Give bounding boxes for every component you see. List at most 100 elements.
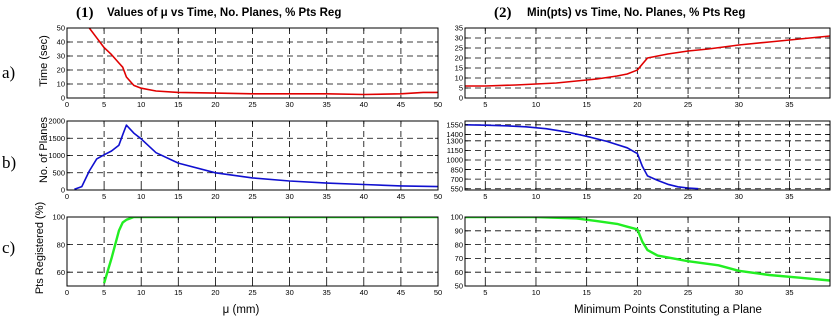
x-tick-label: 0 <box>65 100 69 109</box>
y-tick-label: 0 <box>61 186 65 195</box>
x-tick-label: 35 <box>323 288 331 297</box>
x-tick-label: 45 <box>397 288 405 297</box>
axes-frame-2b <box>464 120 831 191</box>
x-tick-label: 5 <box>102 288 106 297</box>
y-tick-label: 1400 <box>446 130 463 139</box>
x-tick-label: 25 <box>248 100 256 109</box>
y-tick-label: 5 <box>459 84 463 93</box>
y-tick-label: 1000 <box>446 156 463 165</box>
title-right: Min(pts) vs Time, No. Planes, % Pts Reg <box>527 7 745 19</box>
y-tick-label: 100 <box>450 213 463 222</box>
xlabel-mu: μ (mm) <box>223 304 260 316</box>
y-tick-label: 1150 <box>447 146 463 155</box>
xlabel-min-points: Minimum Points Constituting a Plane <box>574 304 762 316</box>
ylabel-time: Time (sec) <box>38 35 50 87</box>
y-tick-label: 60 <box>455 268 463 277</box>
x-tick-label: 50 <box>434 288 442 297</box>
x-tick-label: 5 <box>483 192 487 201</box>
x-tick-label: 20 <box>633 192 641 201</box>
y-tick-label: 30 <box>57 52 65 61</box>
x-tick-label: 20 <box>211 100 219 109</box>
y-tick-label: 0 <box>459 94 463 103</box>
axes-frame-2c <box>464 216 831 287</box>
x-tick-label: 10 <box>532 100 540 109</box>
y-tick-label: 25 <box>455 44 463 53</box>
y-tick-label: 20 <box>455 54 463 63</box>
y-tick-label: 80 <box>57 240 65 249</box>
x-tick-label: 50 <box>434 192 442 201</box>
x-tick-label: 5 <box>483 100 487 109</box>
x-tick-label: 30 <box>735 100 743 109</box>
x-tick-label: 35 <box>323 192 331 201</box>
ylabel-planes: No. of Planes <box>38 116 50 183</box>
y-tick-label: 35 <box>455 24 463 33</box>
x-tick-label: 5 <box>102 100 106 109</box>
x-tick-label: 35 <box>785 192 793 201</box>
x-tick-label: 25 <box>248 192 256 201</box>
y-tick-label: 80 <box>455 240 463 249</box>
ylabel-registered: Pts Registered (%) <box>34 202 46 294</box>
panel-1a: 0 5 10 15 20 25 30 35 40 45 50 0 10 20 30 40 50 <box>57 24 443 109</box>
y-tick-label: 1550 <box>446 121 463 130</box>
panel-2b: 5 10 15 20 25 30 35 550700850100011501300140015… <box>446 120 831 201</box>
x-tick-label: 50 <box>434 100 442 109</box>
series-line-1c <box>102 217 438 284</box>
x-tick-label: 40 <box>360 288 368 297</box>
series-line-1a <box>88 28 438 96</box>
row-label-b: b) <box>2 153 16 172</box>
y-tick-label: 0 <box>61 94 65 103</box>
y-tick-label: 30 <box>455 34 463 43</box>
y-tick-label: 20 <box>57 66 65 75</box>
x-tick-label: 30 <box>735 288 743 297</box>
row-label-c: c) <box>2 238 15 257</box>
panel-1c: 0 5 10 15 20 25 30 35 40 45 50 60 80 100 <box>52 213 442 297</box>
series-line-2c <box>465 217 830 282</box>
y-tick-label: 60 <box>57 268 65 277</box>
x-tick-label: 15 <box>174 288 182 297</box>
y-tick-label: 15 <box>455 64 463 73</box>
title-left: Values of μ vs Time, No. Planes, % Pts R… <box>107 7 341 19</box>
x-tick-label: 5 <box>483 288 487 297</box>
x-tick-label: 30 <box>285 192 293 201</box>
x-tick-label: 40 <box>360 100 368 109</box>
x-tick-label: 35 <box>785 288 793 297</box>
y-tick-label: 10 <box>57 80 65 89</box>
x-tick-label: 15 <box>582 100 590 109</box>
x-tick-label: 0 <box>65 288 69 297</box>
x-tick-label: 10 <box>137 288 145 297</box>
x-tick-label: 15 <box>582 192 590 201</box>
x-tick-label: 15 <box>582 288 590 297</box>
x-tick-label: 5 <box>102 192 106 201</box>
series-line-2b <box>465 124 699 190</box>
y-tick-label: 500 <box>52 168 65 177</box>
y-tick-label: 50 <box>57 24 65 33</box>
x-tick-label: 0 <box>65 192 69 201</box>
x-tick-label: 30 <box>285 100 293 109</box>
x-tick-label: 30 <box>735 192 743 201</box>
y-tick-label: 70 <box>455 254 463 263</box>
y-tick-label: 1500 <box>48 134 65 143</box>
y-tick-label: 2000 <box>48 117 65 126</box>
series-line-1b <box>74 124 438 190</box>
y-tick-label: 850 <box>450 165 463 174</box>
x-tick-label: 45 <box>397 192 405 201</box>
y-tick-label: 40 <box>57 38 65 47</box>
x-tick-label: 10 <box>532 288 540 297</box>
y-tick-label: 700 <box>450 175 463 184</box>
x-tick-label: 20 <box>633 288 641 297</box>
x-tick-label: 20 <box>211 288 219 297</box>
x-tick-label: 35 <box>323 100 331 109</box>
x-tick-label: 15 <box>174 192 182 201</box>
x-tick-label: 15 <box>174 100 182 109</box>
x-tick-label: 10 <box>137 100 145 109</box>
panel-2c: 5 10 15 20 25 30 35 50 60 70 80 90 100 <box>450 213 831 297</box>
series-line-2a <box>465 35 830 87</box>
x-tick-label: 20 <box>211 192 219 201</box>
x-tick-label: 40 <box>360 192 368 201</box>
x-tick-label: 45 <box>397 100 405 109</box>
y-tick-label: 50 <box>455 282 463 291</box>
row-label-a: a) <box>2 63 15 82</box>
